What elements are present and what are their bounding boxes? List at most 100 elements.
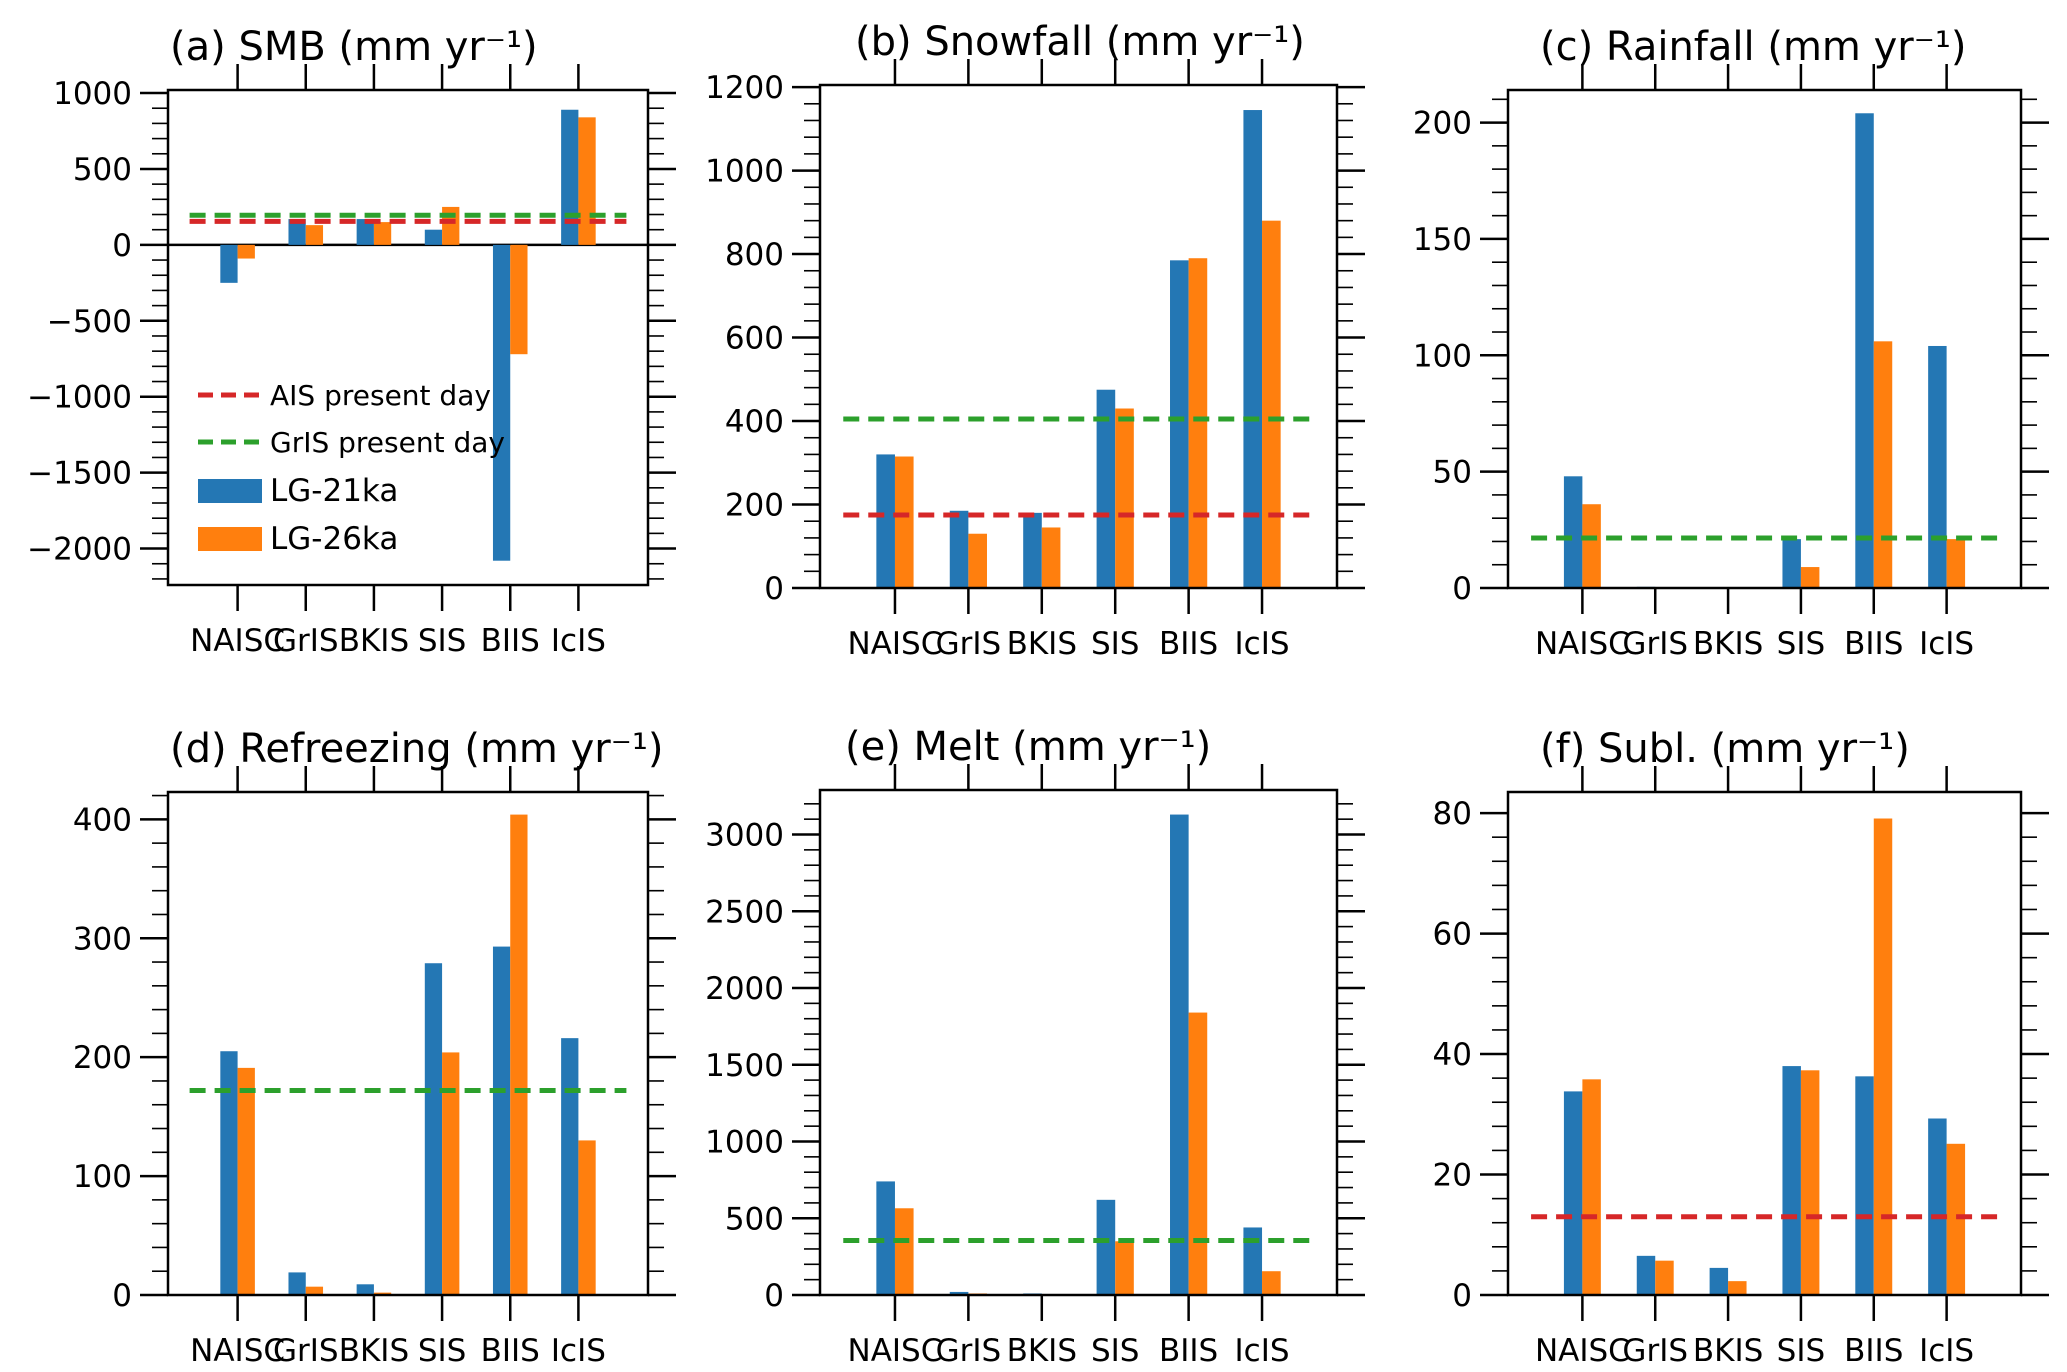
- bar: [356, 219, 374, 245]
- x-tick-label: BIIS: [1844, 1333, 1903, 1369]
- panel-title: (d) Refreezing (mm yr⁻¹): [170, 726, 663, 772]
- x-tick-label: GrIS: [1622, 1333, 1688, 1369]
- bar: [949, 510, 969, 588]
- bar: [220, 1051, 238, 1295]
- bar: [492, 244, 511, 561]
- bar: [1188, 1012, 1208, 1295]
- x-tick-label: NAISC: [190, 623, 285, 659]
- x-tick-label: SIS: [1091, 1333, 1140, 1369]
- y-tick-label: 100: [73, 1159, 132, 1195]
- legend-lg21-swatch: [198, 479, 262, 503]
- bar: [1855, 113, 1874, 588]
- x-tick-label: BKIS: [1007, 626, 1077, 662]
- bar: [578, 1140, 596, 1295]
- bar: [1170, 814, 1189, 1295]
- y-tick-label: 1000: [705, 154, 784, 190]
- x-tick-label: SIS: [1777, 626, 1826, 662]
- bar: [1582, 1079, 1601, 1295]
- x-tick-label: IcIS: [551, 623, 606, 659]
- x-tick-label: NAISC: [190, 1333, 285, 1369]
- y-tick-label: 200: [1413, 106, 1472, 142]
- x-tick-label: SIS: [1777, 1333, 1826, 1369]
- panel-e: (e) Melt (mm yr⁻¹) 0 500 1000 1500 2000 2500 3…: [705, 724, 1365, 1369]
- y-tick-label: 0: [112, 1278, 132, 1314]
- panel-title: (f) Subl. (mm yr⁻¹): [1540, 726, 1910, 772]
- x-tick-label: IcIS: [1919, 1333, 1974, 1369]
- bar: [288, 219, 306, 245]
- bar: [1800, 567, 1820, 588]
- bar: [1928, 345, 1947, 588]
- y-tick-label: 3000: [705, 818, 784, 854]
- x-tick-label: GrIS: [273, 623, 339, 659]
- y-tick-label: 800: [725, 237, 784, 273]
- x-tick-label: BKIS: [339, 623, 409, 659]
- y-tick-label: 500: [725, 1201, 784, 1237]
- panel-title: (e) Melt (mm yr⁻¹): [845, 724, 1211, 770]
- bar: [1636, 1255, 1656, 1295]
- y-tick-label: 80: [1433, 796, 1472, 832]
- bar: [1096, 1199, 1116, 1295]
- legend-ais-label: AIS present day: [270, 379, 491, 412]
- x-tick-label: SIS: [1091, 626, 1140, 662]
- y-tick-label: 200: [725, 488, 784, 524]
- x-tick-label: SIS: [418, 623, 467, 659]
- x-tick-label: IcIS: [1235, 626, 1290, 662]
- y-tick-label: 150: [1413, 222, 1472, 258]
- bar: [1262, 220, 1281, 589]
- y-tick-label: 0: [1452, 571, 1472, 607]
- panel-d: (d) Refreezing (mm yr⁻¹) 0 100 200 300 400 NA…: [73, 726, 676, 1369]
- y-tick-label: 50: [1433, 455, 1472, 491]
- bar: [1800, 1070, 1820, 1295]
- bar: [1582, 504, 1601, 588]
- x-tick-label: BIIS: [1844, 626, 1903, 662]
- bar: [288, 1272, 306, 1295]
- plot-frame: [818, 788, 1339, 1297]
- y-tick-label: 2000: [705, 971, 784, 1007]
- bar: [949, 1291, 969, 1295]
- panel-b: (b) Snowfall (mm yr⁻¹) 0 200 400 600 800 1000…: [705, 19, 1365, 662]
- x-tick-label: NAISC: [848, 1333, 943, 1369]
- bar: [1170, 260, 1189, 588]
- bar: [1873, 818, 1893, 1295]
- bar: [876, 1181, 895, 1295]
- y-tick-label: 400: [73, 802, 132, 838]
- y-tick-label: 60: [1433, 917, 1472, 953]
- bar: [356, 1284, 374, 1295]
- x-tick-label: BIIS: [1159, 626, 1218, 662]
- bar: [237, 1067, 255, 1295]
- x-tick-label: NAISC: [1535, 1333, 1630, 1369]
- bar: [561, 1038, 579, 1295]
- bar: [510, 814, 528, 1295]
- plot-frame: [1506, 88, 2023, 590]
- bar: [1262, 1271, 1281, 1295]
- panel-title: (a) SMB (mm yr⁻¹): [170, 24, 538, 70]
- x-tick-label: SIS: [418, 1333, 467, 1369]
- y-tick-label: 0: [764, 571, 784, 607]
- legend-gris-label: GrIS present day: [270, 426, 505, 459]
- bar: [1041, 527, 1061, 588]
- x-tick-label: BKIS: [1693, 626, 1763, 662]
- plot-frame: [166, 790, 650, 1297]
- x-tick-label: NAISC: [848, 626, 943, 662]
- x-tick-label: BKIS: [1007, 1333, 1077, 1369]
- bar: [220, 244, 238, 283]
- bar: [561, 109, 579, 245]
- x-tick-label: BKIS: [339, 1333, 409, 1369]
- bar: [1115, 1241, 1134, 1295]
- x-tick-label: IcIS: [1235, 1333, 1290, 1369]
- bar: [237, 244, 255, 259]
- y-tick-label: 400: [725, 404, 784, 440]
- bar: [1563, 1091, 1583, 1295]
- legend-lg26-swatch: [198, 527, 262, 551]
- legend-lg21-label: LG-21ka: [270, 473, 398, 509]
- y-tick-label: 1500: [705, 1048, 784, 1084]
- bar: [1782, 1066, 1801, 1295]
- bar: [1563, 476, 1583, 588]
- bar: [578, 117, 596, 245]
- y-tick-label: 200: [73, 1040, 132, 1076]
- bar: [442, 206, 460, 245]
- panel-a: (a) SMB (mm yr⁻¹) −2000 −1500 −1000 −500 0 50…: [27, 24, 676, 659]
- bar: [1946, 539, 1966, 588]
